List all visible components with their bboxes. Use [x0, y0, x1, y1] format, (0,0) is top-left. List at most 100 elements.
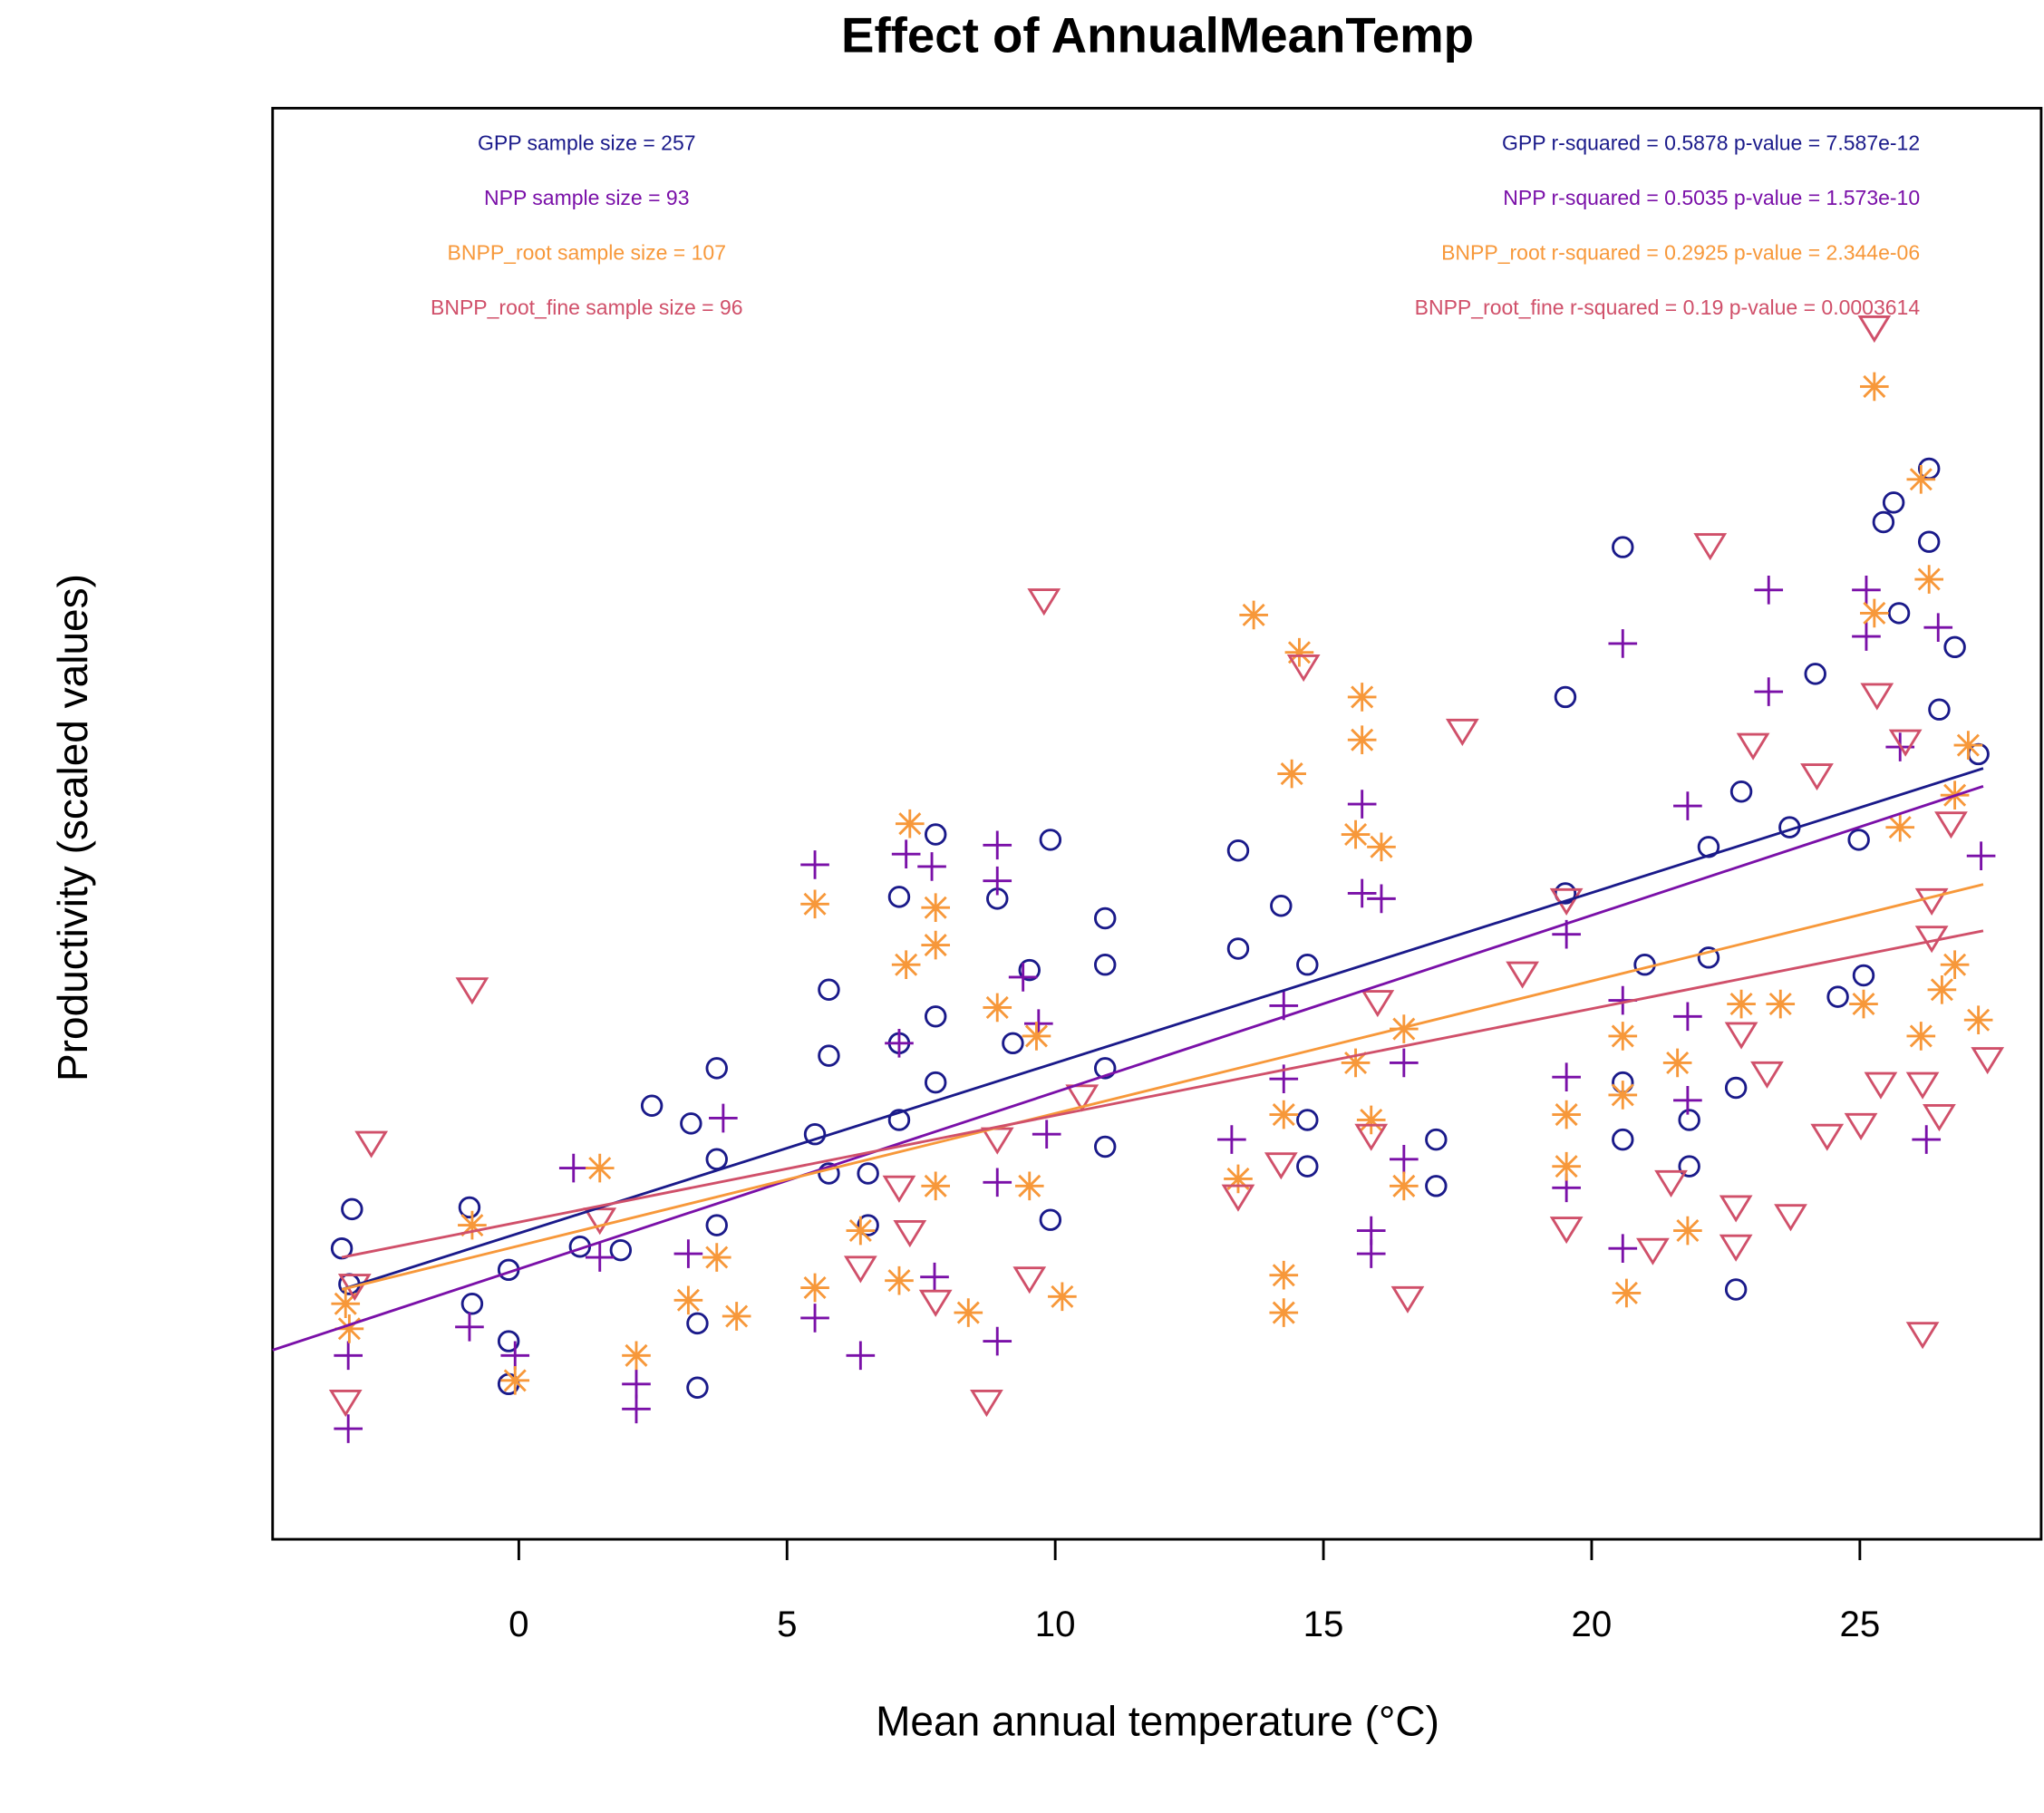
point: [680, 1112, 702, 1135]
point: [1673, 1085, 1702, 1115]
point: [1905, 1322, 1940, 1350]
point: [1885, 812, 1915, 842]
point: [1354, 1123, 1389, 1151]
point: [895, 809, 925, 839]
point: [1270, 895, 1293, 917]
point: [1347, 725, 1377, 754]
fit-stats-note: NPP r-squared = 0.5035 p-value = 1.573e-…: [1503, 186, 1920, 209]
point: [585, 1243, 615, 1272]
point: [1390, 1048, 1419, 1078]
point: [1754, 576, 1784, 605]
point: [1425, 1175, 1448, 1197]
point: [673, 1285, 703, 1315]
chart-title: Effect of AnnualMeanTemp: [841, 8, 1474, 63]
point: [334, 1341, 363, 1371]
point: [818, 1044, 840, 1067]
point: [983, 830, 1012, 860]
point: [460, 1292, 484, 1315]
point: [1887, 602, 1911, 625]
x-tick-label: 5: [777, 1604, 797, 1644]
point: [705, 1057, 728, 1080]
point: [800, 1273, 829, 1303]
point: [1678, 1109, 1700, 1131]
point: [1367, 832, 1396, 862]
point: [1888, 729, 1923, 757]
sample-size-note: NPP sample size = 93: [484, 186, 690, 209]
point: [1552, 1062, 1581, 1092]
point: [1864, 1071, 1898, 1100]
point: [846, 1216, 876, 1246]
point: [1917, 530, 1941, 553]
point: [846, 1341, 876, 1371]
point: [1923, 1104, 1956, 1132]
x-tick-label: 25: [1839, 1604, 1880, 1644]
point: [705, 1214, 728, 1236]
point: [1341, 819, 1371, 849]
point: [857, 1162, 879, 1185]
point: [921, 893, 951, 923]
point: [1724, 1076, 1748, 1100]
point: [1927, 974, 1957, 1004]
x-tick-label: 0: [509, 1604, 528, 1644]
point: [1906, 1022, 1936, 1051]
point: [918, 1289, 953, 1317]
point: [1226, 839, 1250, 862]
sample-size-note: GPP sample size = 257: [478, 131, 696, 155]
fit-stats-note: BNPP_root r-squared = 0.2925 p-value = 2…: [1441, 240, 1920, 264]
point: [334, 1314, 364, 1343]
point: [1872, 510, 1895, 534]
plot-frame: [271, 106, 2043, 1541]
point: [1549, 1217, 1584, 1245]
point: [1217, 1125, 1246, 1154]
point: [1012, 1266, 1047, 1294]
point: [1966, 841, 1996, 870]
point: [1269, 991, 1299, 1021]
point: [1347, 683, 1377, 712]
point: [1612, 536, 1634, 558]
point: [1662, 1048, 1692, 1078]
point: [640, 1094, 664, 1117]
fit-stats-note: BNPP_root_fine r-squared = 0.19 p-value …: [1415, 296, 1921, 319]
point: [1612, 1278, 1642, 1308]
point: [686, 1312, 709, 1335]
point: [1852, 576, 1881, 605]
point: [458, 1210, 487, 1240]
point: [1065, 1084, 1099, 1112]
point: [1022, 1022, 1051, 1051]
point: [1224, 1164, 1253, 1194]
point: [1724, 1278, 1748, 1301]
point: [1608, 629, 1638, 658]
point: [1002, 1032, 1024, 1055]
point: [1039, 829, 1062, 851]
point: [1425, 1128, 1448, 1151]
point: [1693, 533, 1728, 561]
point: [1008, 963, 1038, 992]
point: [1766, 989, 1796, 1019]
point: [1269, 1298, 1299, 1327]
point: [954, 1298, 983, 1327]
point: [341, 1197, 363, 1221]
point: [1754, 677, 1784, 706]
point: [970, 1390, 1003, 1418]
point: [1506, 961, 1540, 989]
point: [818, 1162, 840, 1185]
point: [334, 1414, 363, 1443]
point: [1093, 906, 1117, 930]
point: [1296, 1155, 1319, 1178]
point: [921, 930, 951, 960]
point: [924, 1005, 947, 1028]
point: [1673, 791, 1702, 820]
point: [1860, 598, 1889, 628]
point: [1347, 878, 1377, 908]
sample-size-note: BNPP_root sample size = 107: [448, 240, 726, 264]
point: [354, 1130, 389, 1159]
point: [1018, 958, 1041, 982]
point: [455, 977, 489, 1005]
point: [1673, 1216, 1702, 1246]
x-tick-label: 20: [1572, 1604, 1613, 1644]
point: [1027, 588, 1061, 616]
point: [891, 839, 921, 868]
point: [1914, 565, 1944, 594]
point: [1356, 1105, 1386, 1135]
